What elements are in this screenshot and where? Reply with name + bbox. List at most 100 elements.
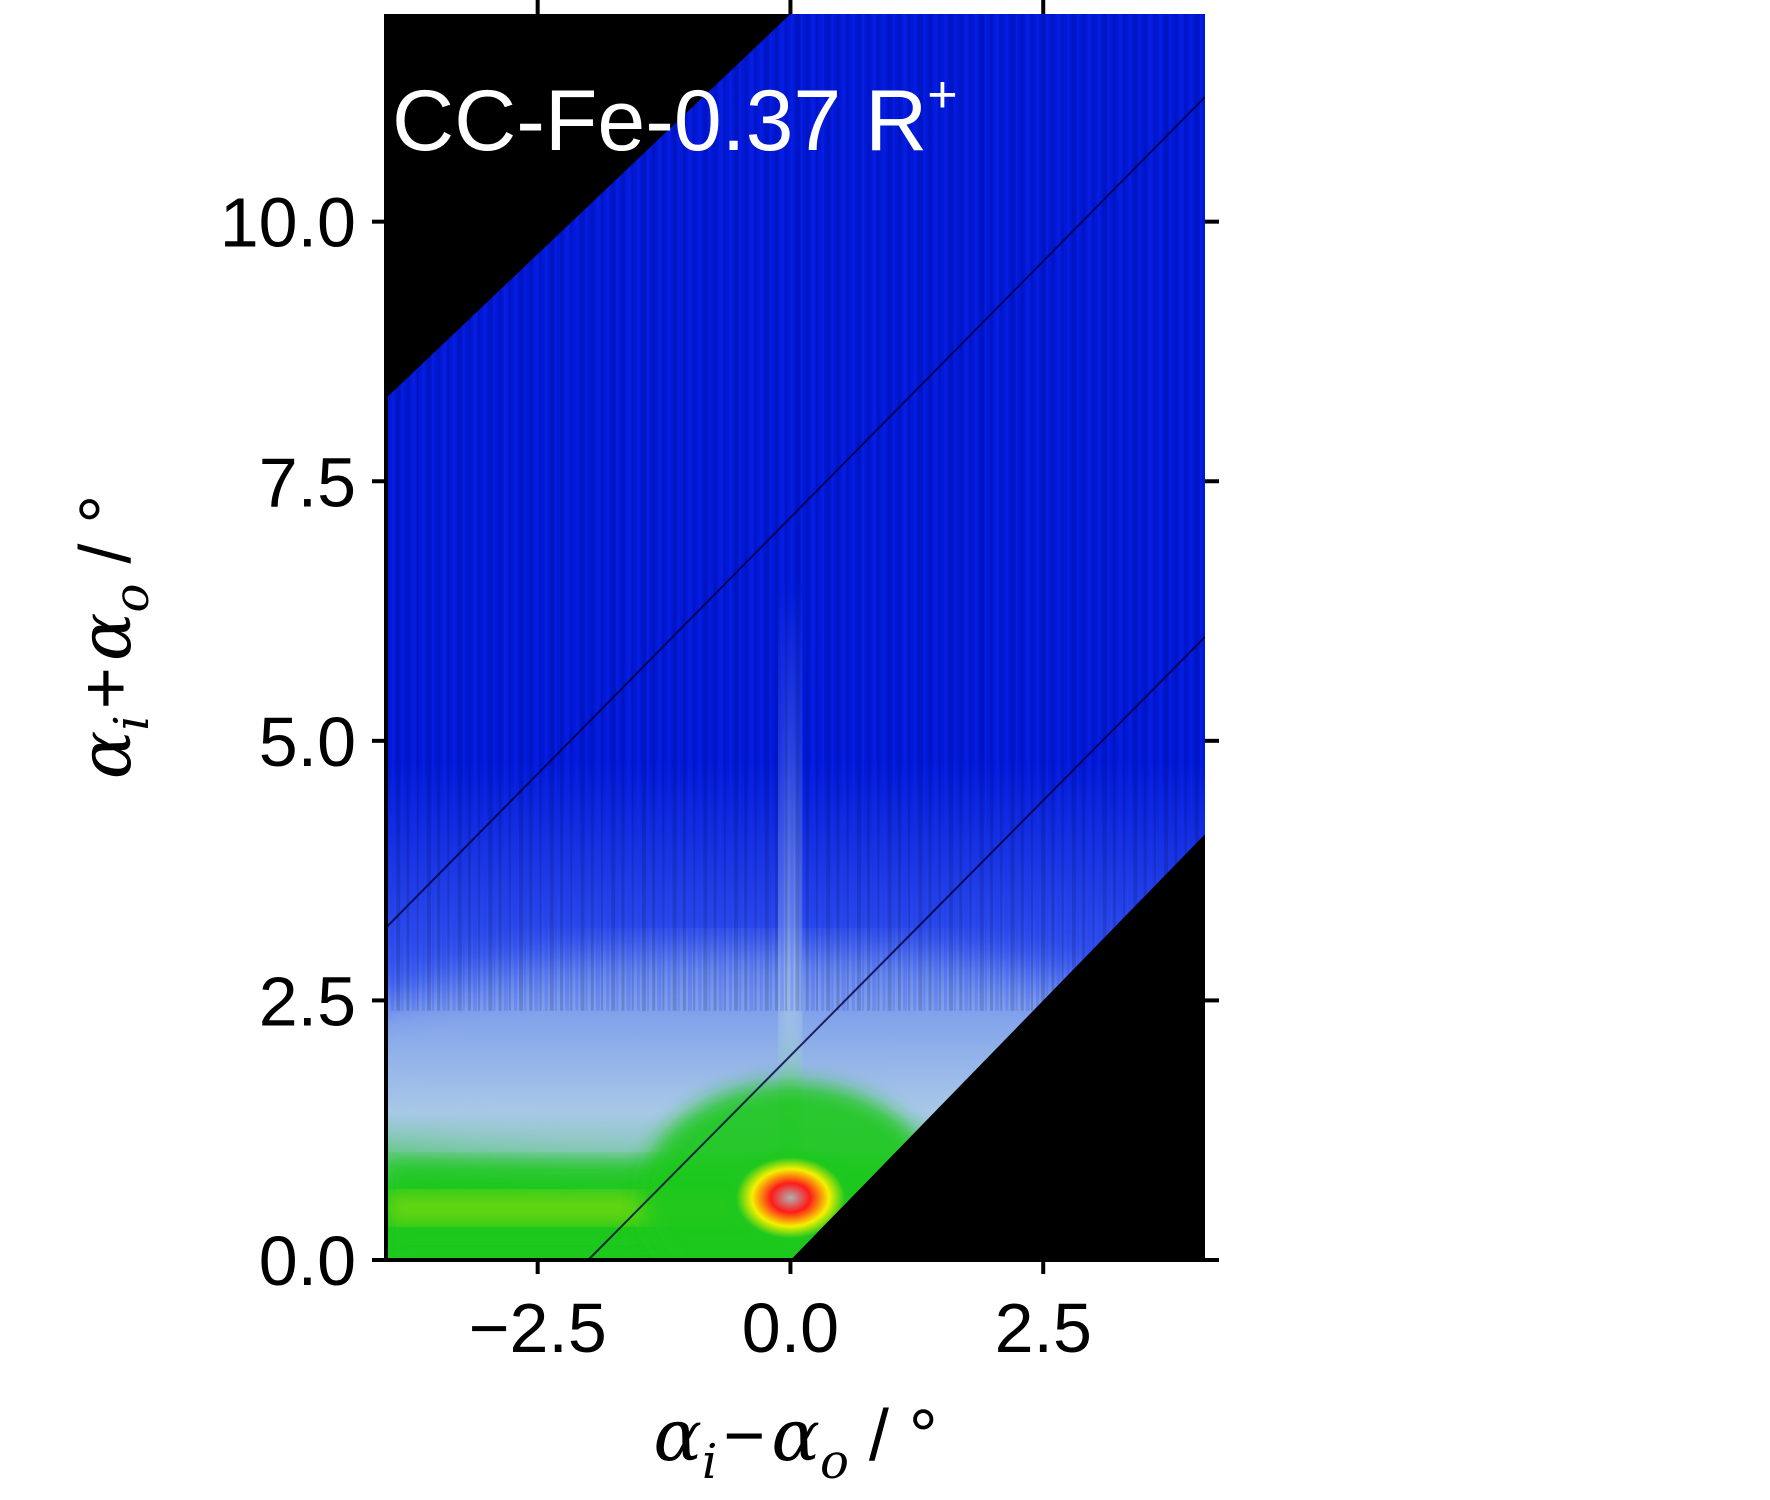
intensity-streak: [1174, 14, 1178, 1011]
intensity-streak: [780, 14, 785, 1011]
intensity-streak: [493, 14, 496, 1011]
intensity-streak: [1015, 14, 1018, 1011]
intensity-streak: [636, 14, 640, 1011]
intensity-streak: [473, 14, 478, 1011]
intensity-streak: [1199, 14, 1202, 1011]
y-axis-label: αi+αo / °: [63, 495, 160, 779]
x-tick-label: −2.5: [469, 1289, 607, 1367]
intensity-streak: [462, 14, 465, 1011]
intensity-streak: [677, 14, 680, 1011]
intensity-streak: [744, 14, 748, 1011]
intensity-streak: [432, 14, 435, 1011]
intensity-streak: [1164, 14, 1169, 1011]
y-tick-label: 0.0: [259, 1222, 356, 1300]
y-tick-label: 10.0: [220, 184, 356, 262]
intensity-streak: [1051, 14, 1055, 1011]
intensity-streak: [775, 14, 779, 1011]
intensity-streak: [1077, 14, 1080, 1011]
intensity-streak: [1158, 14, 1162, 1011]
intensity-streak: [877, 14, 880, 1011]
intensity-streak: [406, 14, 410, 1011]
intensity-streak: [964, 14, 969, 1011]
intensity-streak: [918, 14, 923, 1011]
y-tick-label: 5.0: [259, 703, 356, 781]
tick-labels: −2.5 0.0 2.5 0.0 2.5 5.0 7.5 10.0: [220, 184, 1092, 1367]
intensity-streak: [902, 14, 907, 1011]
intensity-streak: [1179, 14, 1184, 1011]
axes: [372, 0, 1219, 1274]
y-tick-label: 7.5: [259, 443, 356, 521]
intensity-streak: [1036, 14, 1040, 1011]
intensity-streak: [949, 14, 954, 1011]
intensity-streak: [667, 14, 671, 1011]
intensity-streak: [908, 14, 911, 1011]
intensity-streak: [631, 14, 634, 1011]
intensity-streak: [570, 14, 573, 1011]
intensity-streak: [688, 14, 693, 1011]
intensity-streak: [565, 14, 570, 1011]
intensity-streak: [749, 14, 754, 1011]
intensity-streak: [1041, 14, 1046, 1011]
intensity-streak: [401, 14, 404, 1011]
intensity-streak: [580, 14, 585, 1011]
intensity-streak: [718, 14, 723, 1011]
intensity-streak: [769, 14, 772, 1011]
x-tick-label: 0.0: [742, 1289, 839, 1367]
intensity-streak: [759, 14, 763, 1011]
intensity-streak: [544, 14, 548, 1011]
intensity-streak: [882, 14, 886, 1011]
intensity-streak: [411, 14, 416, 1011]
intensity-streak: [626, 14, 631, 1011]
intensity-streak: [1087, 14, 1092, 1011]
intensity-streak: [923, 14, 926, 1011]
x-tick-label: 2.5: [995, 1289, 1092, 1367]
intensity-streak: [595, 14, 600, 1011]
intensity-streak: [396, 14, 401, 1011]
intensity-streak: [795, 14, 800, 1011]
intensity-streak: [856, 14, 861, 1011]
intensity-streak: [821, 14, 825, 1011]
intensity-streak: [790, 14, 794, 1011]
intensity-streak: [974, 14, 978, 1011]
intensity-streak: [1107, 14, 1110, 1011]
intensity-streak: [452, 14, 456, 1011]
intensity-streak: [984, 14, 987, 1011]
intensity-streak: [1025, 14, 1030, 1011]
intensity-streak: [1133, 14, 1138, 1011]
intensity-streak: [652, 14, 656, 1011]
intensity-streak: [524, 14, 527, 1011]
intensity-streak: [943, 14, 947, 1011]
intensity-streak: [979, 14, 984, 1011]
intensity-streak: [754, 14, 757, 1011]
intensity-streak: [1184, 14, 1187, 1011]
scan-boundary-line: [386, 96, 1205, 929]
intensity-streak: [421, 14, 425, 1011]
intensity-streak: [590, 14, 594, 1011]
intensity-streak: [508, 14, 511, 1011]
intensity-streak: [478, 14, 481, 1011]
intensity-streak: [1194, 14, 1199, 1011]
intensity-streak: [662, 14, 665, 1011]
intensity-streak: [1000, 14, 1003, 1011]
intensity-streak: [606, 14, 610, 1011]
intensity-streak: [585, 14, 588, 1011]
intensity-streak: [457, 14, 462, 1011]
intensity-streak: [488, 14, 493, 1011]
intensity-streak: [836, 14, 840, 1011]
intensity-streak: [1128, 14, 1132, 1011]
title-superscript: +: [927, 66, 957, 124]
intensity-streak: [969, 14, 972, 1011]
intensity-streak: [1046, 14, 1049, 1011]
intensity-streak: [1143, 14, 1147, 1011]
intensity-streak: [483, 14, 487, 1011]
intensity-streak: [442, 14, 447, 1011]
intensity-streak: [437, 14, 441, 1011]
intensity-streak: [519, 14, 524, 1011]
intensity-streak: [391, 14, 395, 1011]
intensity-streak: [529, 14, 533, 1011]
intensity-streak: [1071, 14, 1076, 1011]
scan-boundary-lines: [386, 96, 1205, 1260]
intensity-streak: [897, 14, 901, 1011]
intensity-streak: [1092, 14, 1095, 1011]
